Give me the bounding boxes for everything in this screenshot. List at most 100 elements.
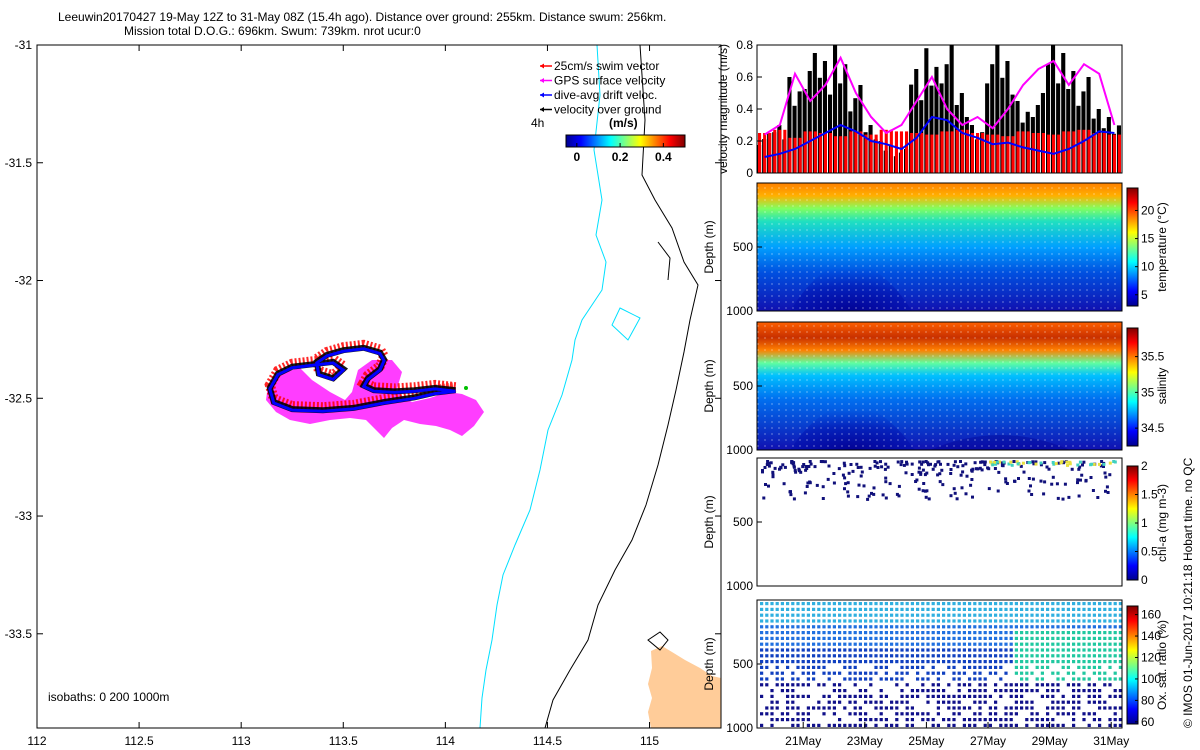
chla-point xyxy=(1030,493,1034,496)
oxygen-point xyxy=(832,607,836,611)
oxygen-point xyxy=(1087,636,1091,640)
oxygen-point xyxy=(936,671,940,675)
oxygen-point xyxy=(900,642,904,646)
oxygen-point xyxy=(910,613,914,617)
oxygen-point xyxy=(1014,689,1018,693)
oxygen-point xyxy=(853,660,857,664)
oxygen-point xyxy=(890,602,894,606)
oxygen-point xyxy=(780,625,784,629)
map-xtick-label: 114.5 xyxy=(533,734,562,748)
time-tick-label: 25May xyxy=(908,734,944,748)
oxygen-point xyxy=(1092,660,1096,664)
colorbar-tick-label: 5 xyxy=(1141,288,1148,302)
oxygen-point xyxy=(775,619,779,623)
chla-point xyxy=(1076,478,1080,482)
oxygen-point xyxy=(900,689,904,693)
oxygen-point xyxy=(1087,712,1091,716)
oxygen-point xyxy=(1014,631,1018,635)
chla-point xyxy=(1001,464,1005,468)
chla-point xyxy=(884,462,888,466)
oxygen-point xyxy=(1051,706,1055,710)
oxygen-point xyxy=(874,607,878,611)
oxygen-point xyxy=(1014,723,1018,727)
oxygen-point xyxy=(921,718,925,722)
chla-point-high xyxy=(1010,463,1014,467)
oxygen-point xyxy=(1092,694,1096,698)
legend-label: GPS surface velocity xyxy=(554,74,665,88)
header-line1: Leeuwin20170427 19-May 12Z to 31-May 08Z… xyxy=(58,10,666,24)
oxygen-point xyxy=(1040,660,1044,664)
oxygen-point xyxy=(812,648,816,652)
chla-point xyxy=(938,472,942,476)
depth-tick-label: 1000 xyxy=(726,304,753,318)
chla-point xyxy=(888,482,892,486)
oxygen-point xyxy=(1025,607,1029,611)
chla-point xyxy=(1012,460,1016,463)
swim-speed-bar xyxy=(930,134,934,173)
oxygen-point xyxy=(1072,718,1076,722)
oxygen-point xyxy=(947,660,951,664)
swim-speed-bar xyxy=(884,129,888,173)
oxygen-point xyxy=(942,642,946,646)
temperature-colorbar-label: temperature (°C) xyxy=(1155,202,1169,292)
oxygen-point xyxy=(1051,689,1055,693)
oxygen-point xyxy=(858,718,862,722)
chla-point xyxy=(884,476,888,480)
chla-point xyxy=(1104,475,1108,479)
legend-arrowhead xyxy=(540,63,544,69)
gps-velocity-line xyxy=(764,55,1116,136)
oxygen-point xyxy=(905,642,909,646)
oxygen-point xyxy=(760,636,764,640)
oxygen-point xyxy=(947,636,951,640)
oxygen-point xyxy=(895,607,899,611)
chla-point-high xyxy=(1068,462,1072,466)
oxygen-point xyxy=(1004,660,1008,664)
oxygen-point xyxy=(806,642,810,646)
oxygen-point xyxy=(905,660,909,664)
chla-point xyxy=(1022,470,1026,474)
map-ytick-label: -31 xyxy=(15,38,33,52)
oxygen-point xyxy=(900,636,904,640)
oxygen-point xyxy=(848,671,852,675)
oxygen-point xyxy=(926,700,930,704)
oxygen-point xyxy=(983,677,987,681)
oxygen-point xyxy=(973,654,977,658)
oxygen-point xyxy=(968,665,972,669)
oxygen-point xyxy=(926,636,930,640)
chla-point xyxy=(959,460,962,463)
map-ytick-label: -32.5 xyxy=(5,391,33,405)
oxygen-point xyxy=(1046,602,1050,606)
oxygen-point xyxy=(786,694,790,698)
colorbar-tick-label: 120 xyxy=(1141,650,1161,664)
oxygen-point xyxy=(1072,683,1076,687)
oxygen-point xyxy=(853,607,857,611)
chla-point-high xyxy=(1027,461,1031,465)
oxygen-point xyxy=(765,654,769,658)
oxygen-point xyxy=(827,625,831,629)
oxygen-point xyxy=(936,636,940,640)
oxygen-point xyxy=(936,694,940,698)
oxygen-point xyxy=(869,636,873,640)
oxygen-point xyxy=(957,694,961,698)
chla-point-high xyxy=(1002,460,1006,464)
oxygen-point xyxy=(936,700,940,704)
oxygen-point xyxy=(988,654,992,658)
oxygen-point xyxy=(843,625,847,629)
velocity-ytick-label: 0 xyxy=(746,166,753,180)
oxygen-point xyxy=(848,631,852,635)
oxygen-point xyxy=(1113,602,1117,606)
oxygen-point xyxy=(864,694,868,698)
oxygen-point xyxy=(962,665,966,669)
oxygen-point xyxy=(895,631,899,635)
salinity-colorbar xyxy=(1126,327,1139,447)
chla-point xyxy=(849,463,853,466)
oxygen-point xyxy=(1020,654,1024,658)
oxygen-point xyxy=(760,602,764,606)
map-xtick-label: 115 xyxy=(640,734,659,748)
oxygen-point xyxy=(1092,712,1096,716)
oxygen-point xyxy=(817,660,821,664)
oxygen-point xyxy=(1087,660,1091,664)
oxygen-point xyxy=(994,671,998,675)
